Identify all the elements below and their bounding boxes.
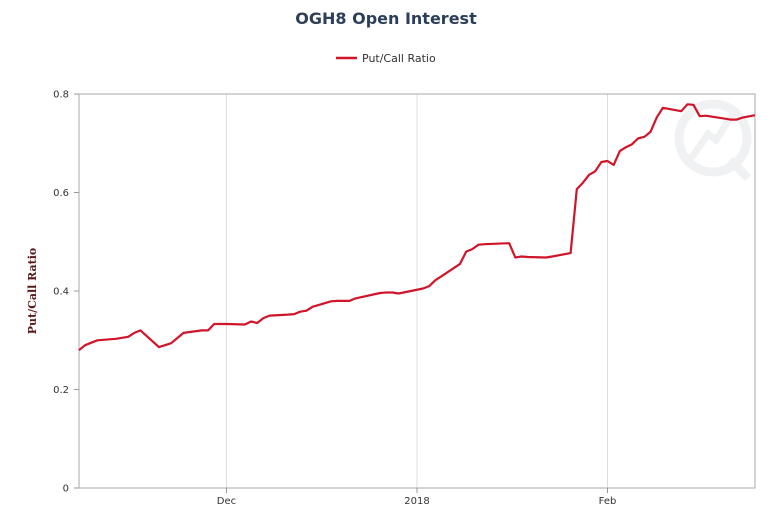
data-point-44[interactable] — [480, 239, 490, 249]
legend-label: Put/Call Ratio — [362, 52, 436, 65]
data-point-8[interactable] — [136, 325, 146, 335]
y-axis-label: Put/Call Ratio — [26, 248, 39, 335]
series-line-put-call-ratio[interactable] — [78, 103, 756, 351]
x-tick-label-0: Dec — [217, 496, 236, 507]
data-point-69[interactable] — [689, 100, 699, 110]
data-point-35[interactable] — [394, 289, 404, 299]
y-tick-label-4: 0.8 — [53, 90, 69, 101]
data-point-11[interactable] — [166, 338, 176, 348]
y-tick-label-0: 0 — [63, 484, 69, 495]
y-axis-ticks: 0 0.2 0.4 0.6 0.8 — [53, 90, 79, 495]
data-point-39[interactable] — [437, 271, 447, 281]
x-axis-ticks: Dec 2018 Feb — [217, 488, 617, 507]
data-point-21[interactable] — [265, 311, 275, 321]
x-tick-label-2: Feb — [599, 496, 617, 507]
data-point-58[interactable] — [609, 160, 619, 170]
y-tick-label-1: 0.2 — [53, 385, 69, 396]
y-tick-label-3: 0.6 — [53, 188, 69, 199]
x-tick-label-1: 2018 — [404, 496, 429, 507]
legend[interactable]: Put/Call Ratio — [336, 52, 436, 65]
data-point-50[interactable] — [547, 252, 557, 262]
data-point-12[interactable] — [179, 328, 189, 338]
data-point-48[interactable] — [523, 252, 533, 262]
data-point-15[interactable] — [209, 319, 219, 329]
data-point-31[interactable] — [351, 293, 361, 303]
data-point-45[interactable] — [504, 238, 514, 248]
data-point-26[interactable] — [308, 302, 318, 312]
data-point-3[interactable] — [92, 335, 102, 345]
data-point-76[interactable] — [750, 110, 760, 120]
chart-title: OGH8 Open Interest — [295, 9, 477, 28]
data-point-51[interactable] — [566, 248, 576, 258]
data-point-71[interactable] — [701, 111, 711, 121]
data-point-16[interactable] — [222, 319, 232, 329]
data-point-53[interactable] — [578, 178, 588, 188]
data-point-55[interactable] — [590, 166, 600, 176]
grid — [225, 94, 609, 488]
data-point-75[interactable] — [738, 113, 748, 123]
data-point-40[interactable] — [455, 259, 465, 269]
y-tick-label-2: 0.4 — [53, 287, 69, 298]
watermark-logo — [674, 99, 752, 182]
data-point-64[interactable] — [646, 127, 656, 137]
data-point-65[interactable] — [652, 113, 662, 123]
data-point-66[interactable] — [658, 103, 668, 113]
series-layer — [78, 100, 760, 351]
